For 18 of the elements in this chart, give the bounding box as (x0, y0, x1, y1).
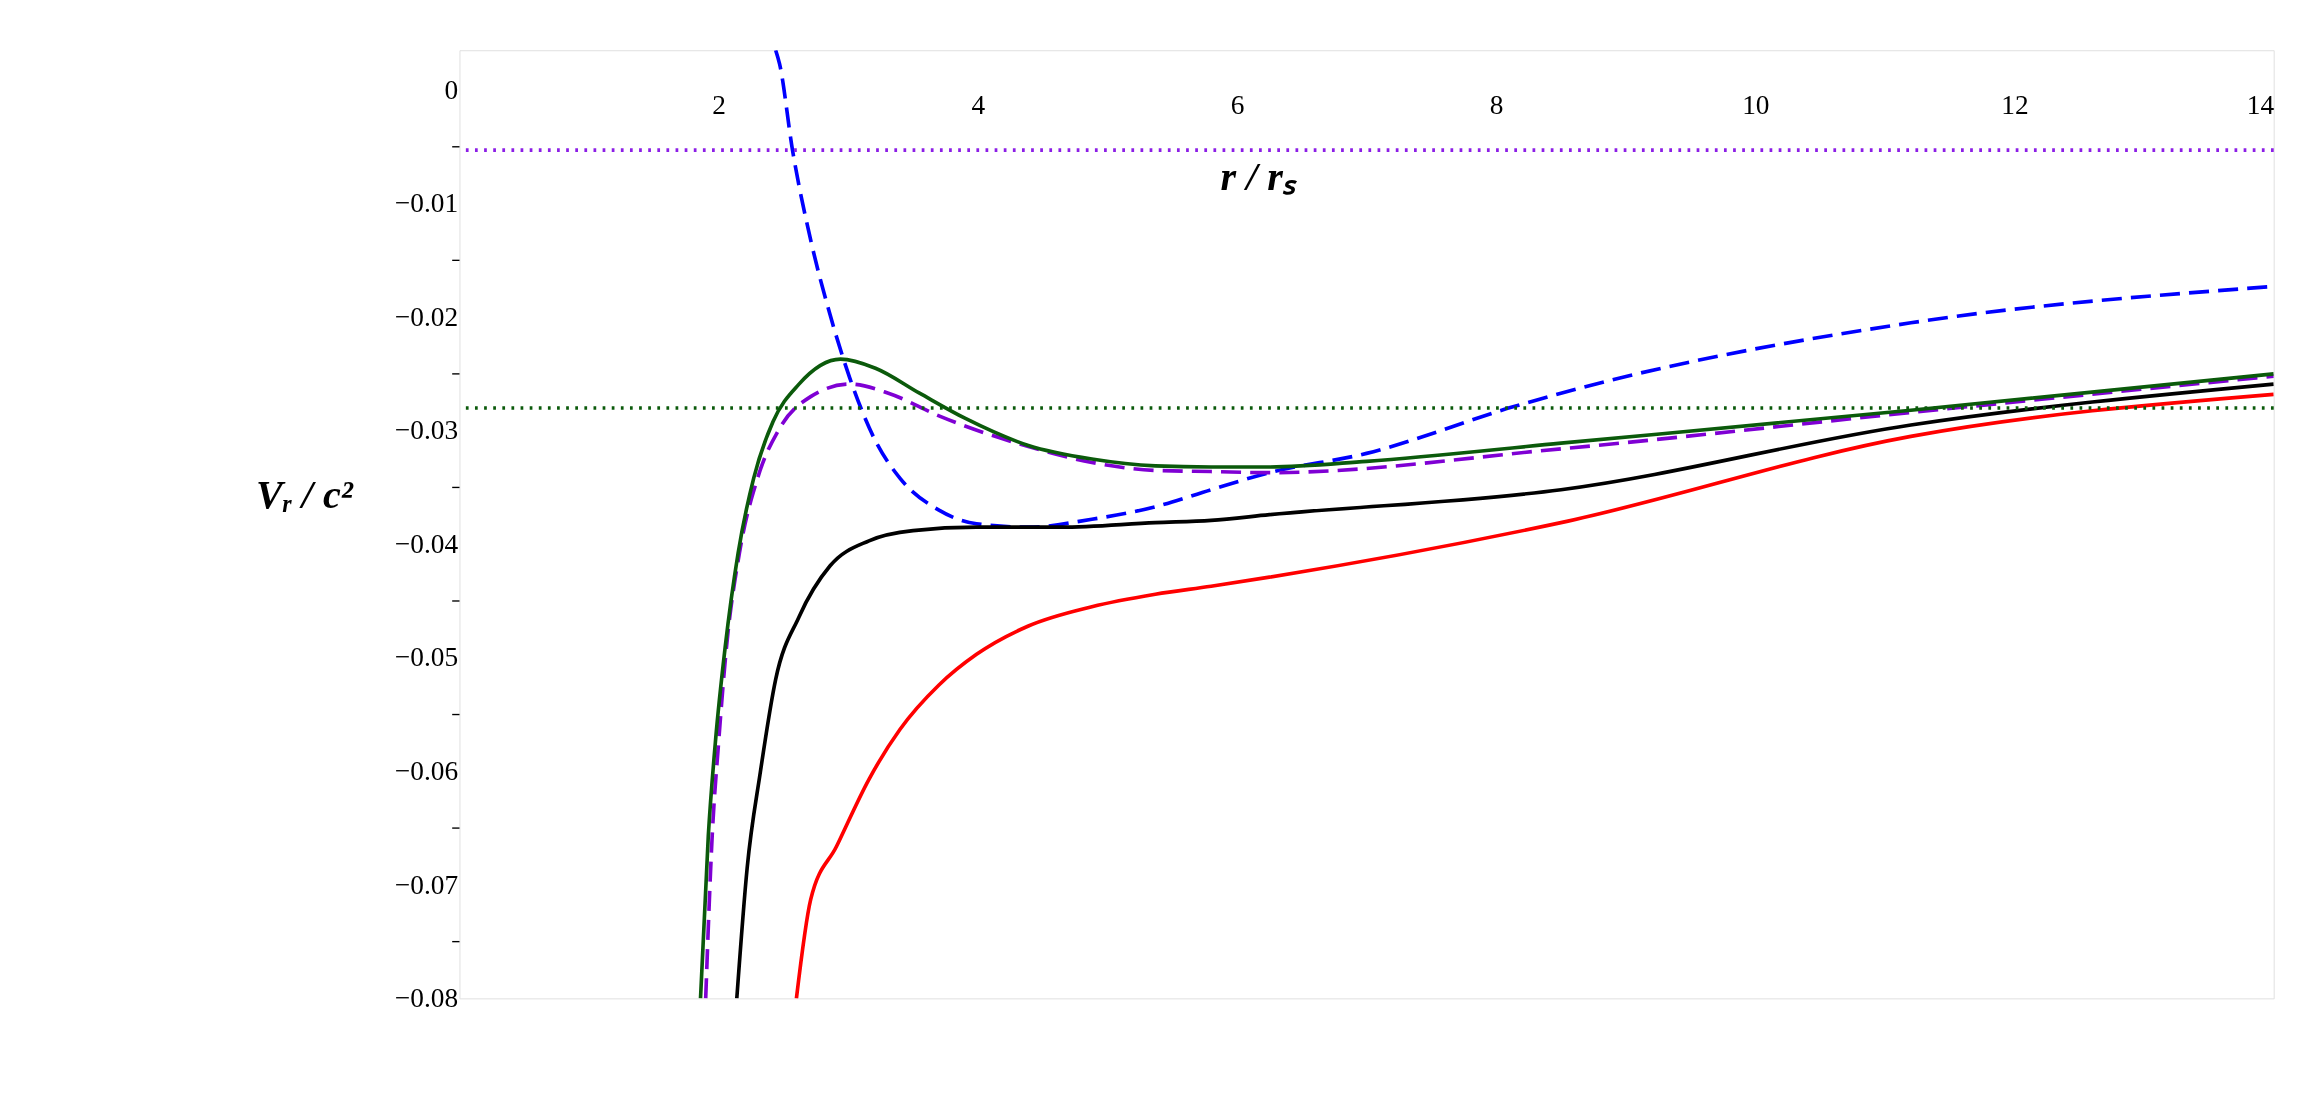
y-tick-label: 0 (444, 74, 459, 105)
y-tick-label: −0.07 (394, 869, 459, 900)
x-tick-label: 12 (2001, 90, 2029, 121)
y-tick-label: −0.06 (394, 755, 459, 786)
y-axis-title: Vᵣ / c² (256, 471, 354, 517)
x-tick-label: 6 (1230, 90, 1245, 121)
y-tick-label: −0.02 (394, 301, 459, 332)
y-tick-label: −0.08 (394, 983, 459, 1014)
x-tick-label: 10 (1742, 90, 1770, 121)
y-tick-label: −0.01 (394, 188, 459, 219)
y-tick-label: −0.05 (394, 642, 459, 673)
x-axis-title: r / rₛ (1220, 154, 1298, 200)
x-tick-label: 14 (2246, 90, 2275, 121)
y-tick-label: −0.04 (394, 528, 459, 559)
x-tick-label: 8 (1489, 90, 1504, 121)
x-tick-label: 4 (971, 90, 986, 121)
x-tick-label: 2 (712, 90, 726, 121)
y-tick-label: −0.03 (394, 415, 459, 446)
